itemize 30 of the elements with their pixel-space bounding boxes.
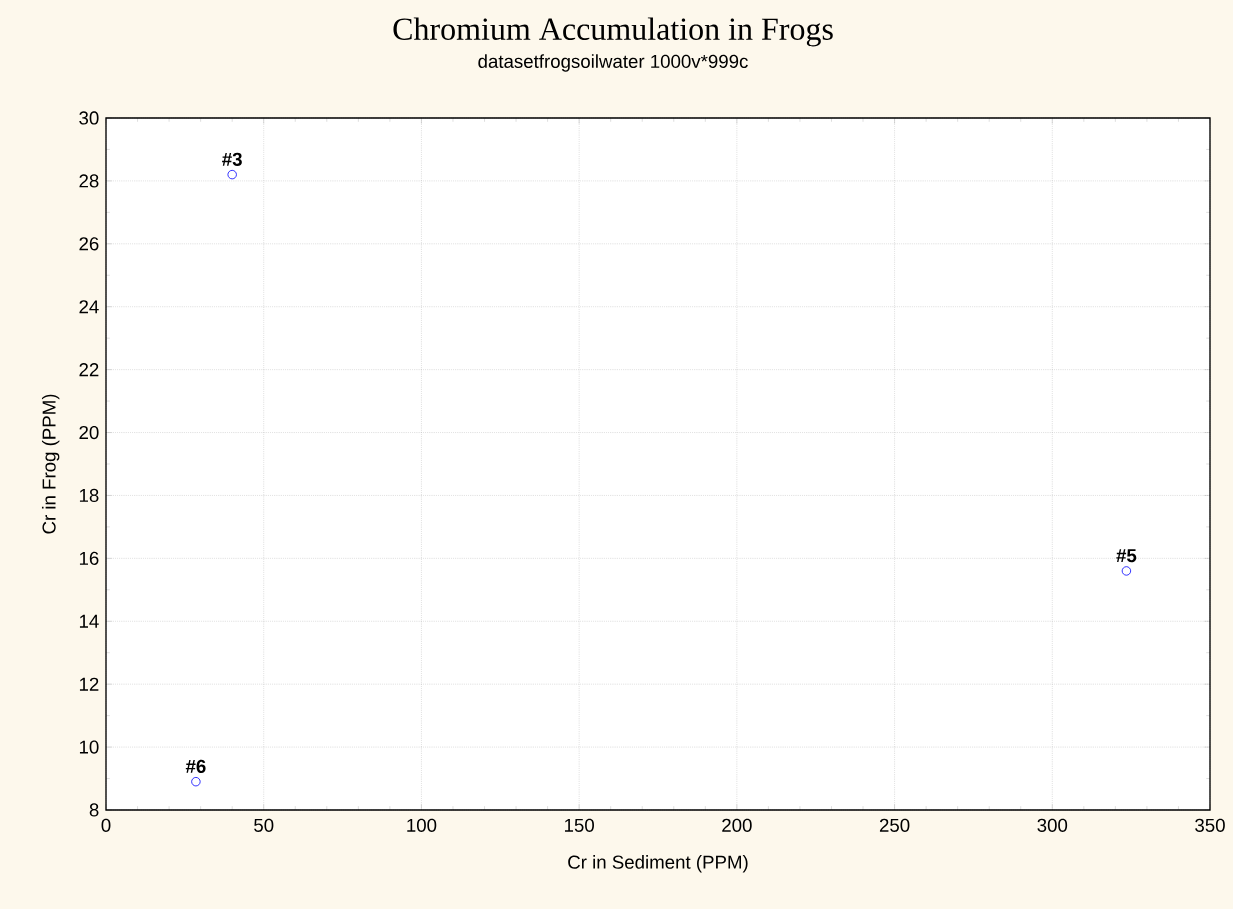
x-tick-label: 100	[407, 818, 437, 832]
x-tick-label: 200	[722, 818, 752, 832]
y-tick-label: 16	[79, 551, 99, 565]
point	[191, 777, 201, 787]
y-tick-label: 10	[79, 740, 99, 754]
y-tick-label: 8	[89, 803, 99, 817]
annotation: #5	[1116, 549, 1137, 563]
x-tick-label: 300	[1037, 818, 1068, 832]
y-axis-title: Cr in Frog (PPM)	[41, 394, 60, 534]
x-tick-label: 0	[101, 818, 111, 832]
x-tick-label: 150	[564, 818, 594, 832]
y-tick-label: 28	[79, 174, 99, 188]
y-tick-label: 24	[79, 300, 99, 314]
y-tick-label: 12	[79, 677, 99, 691]
point	[1121, 566, 1132, 576]
x-tick-label: 250	[879, 818, 910, 832]
y-tick-label: 18	[79, 488, 99, 503]
annotation: #3	[222, 152, 242, 166]
x-axis-title: Cr in Sediment (PPM)	[568, 855, 748, 873]
x-tick-label: 50	[254, 818, 274, 832]
x-tick-label: 350	[1195, 818, 1225, 832]
y-tick-label: 30	[79, 111, 99, 125]
chart-subtitle: datasetfrogsoilwater 1000v*999c	[478, 54, 748, 72]
annotation: #6	[185, 759, 206, 773]
point	[227, 169, 237, 180]
y-tick-label: 26	[79, 237, 99, 251]
y-tick-label: 20	[79, 425, 99, 440]
chart-title: Chromium Accumulation in Frogs	[393, 17, 833, 47]
y-tick-label: 22	[79, 363, 99, 377]
y-tick-label: 14	[79, 614, 99, 628]
